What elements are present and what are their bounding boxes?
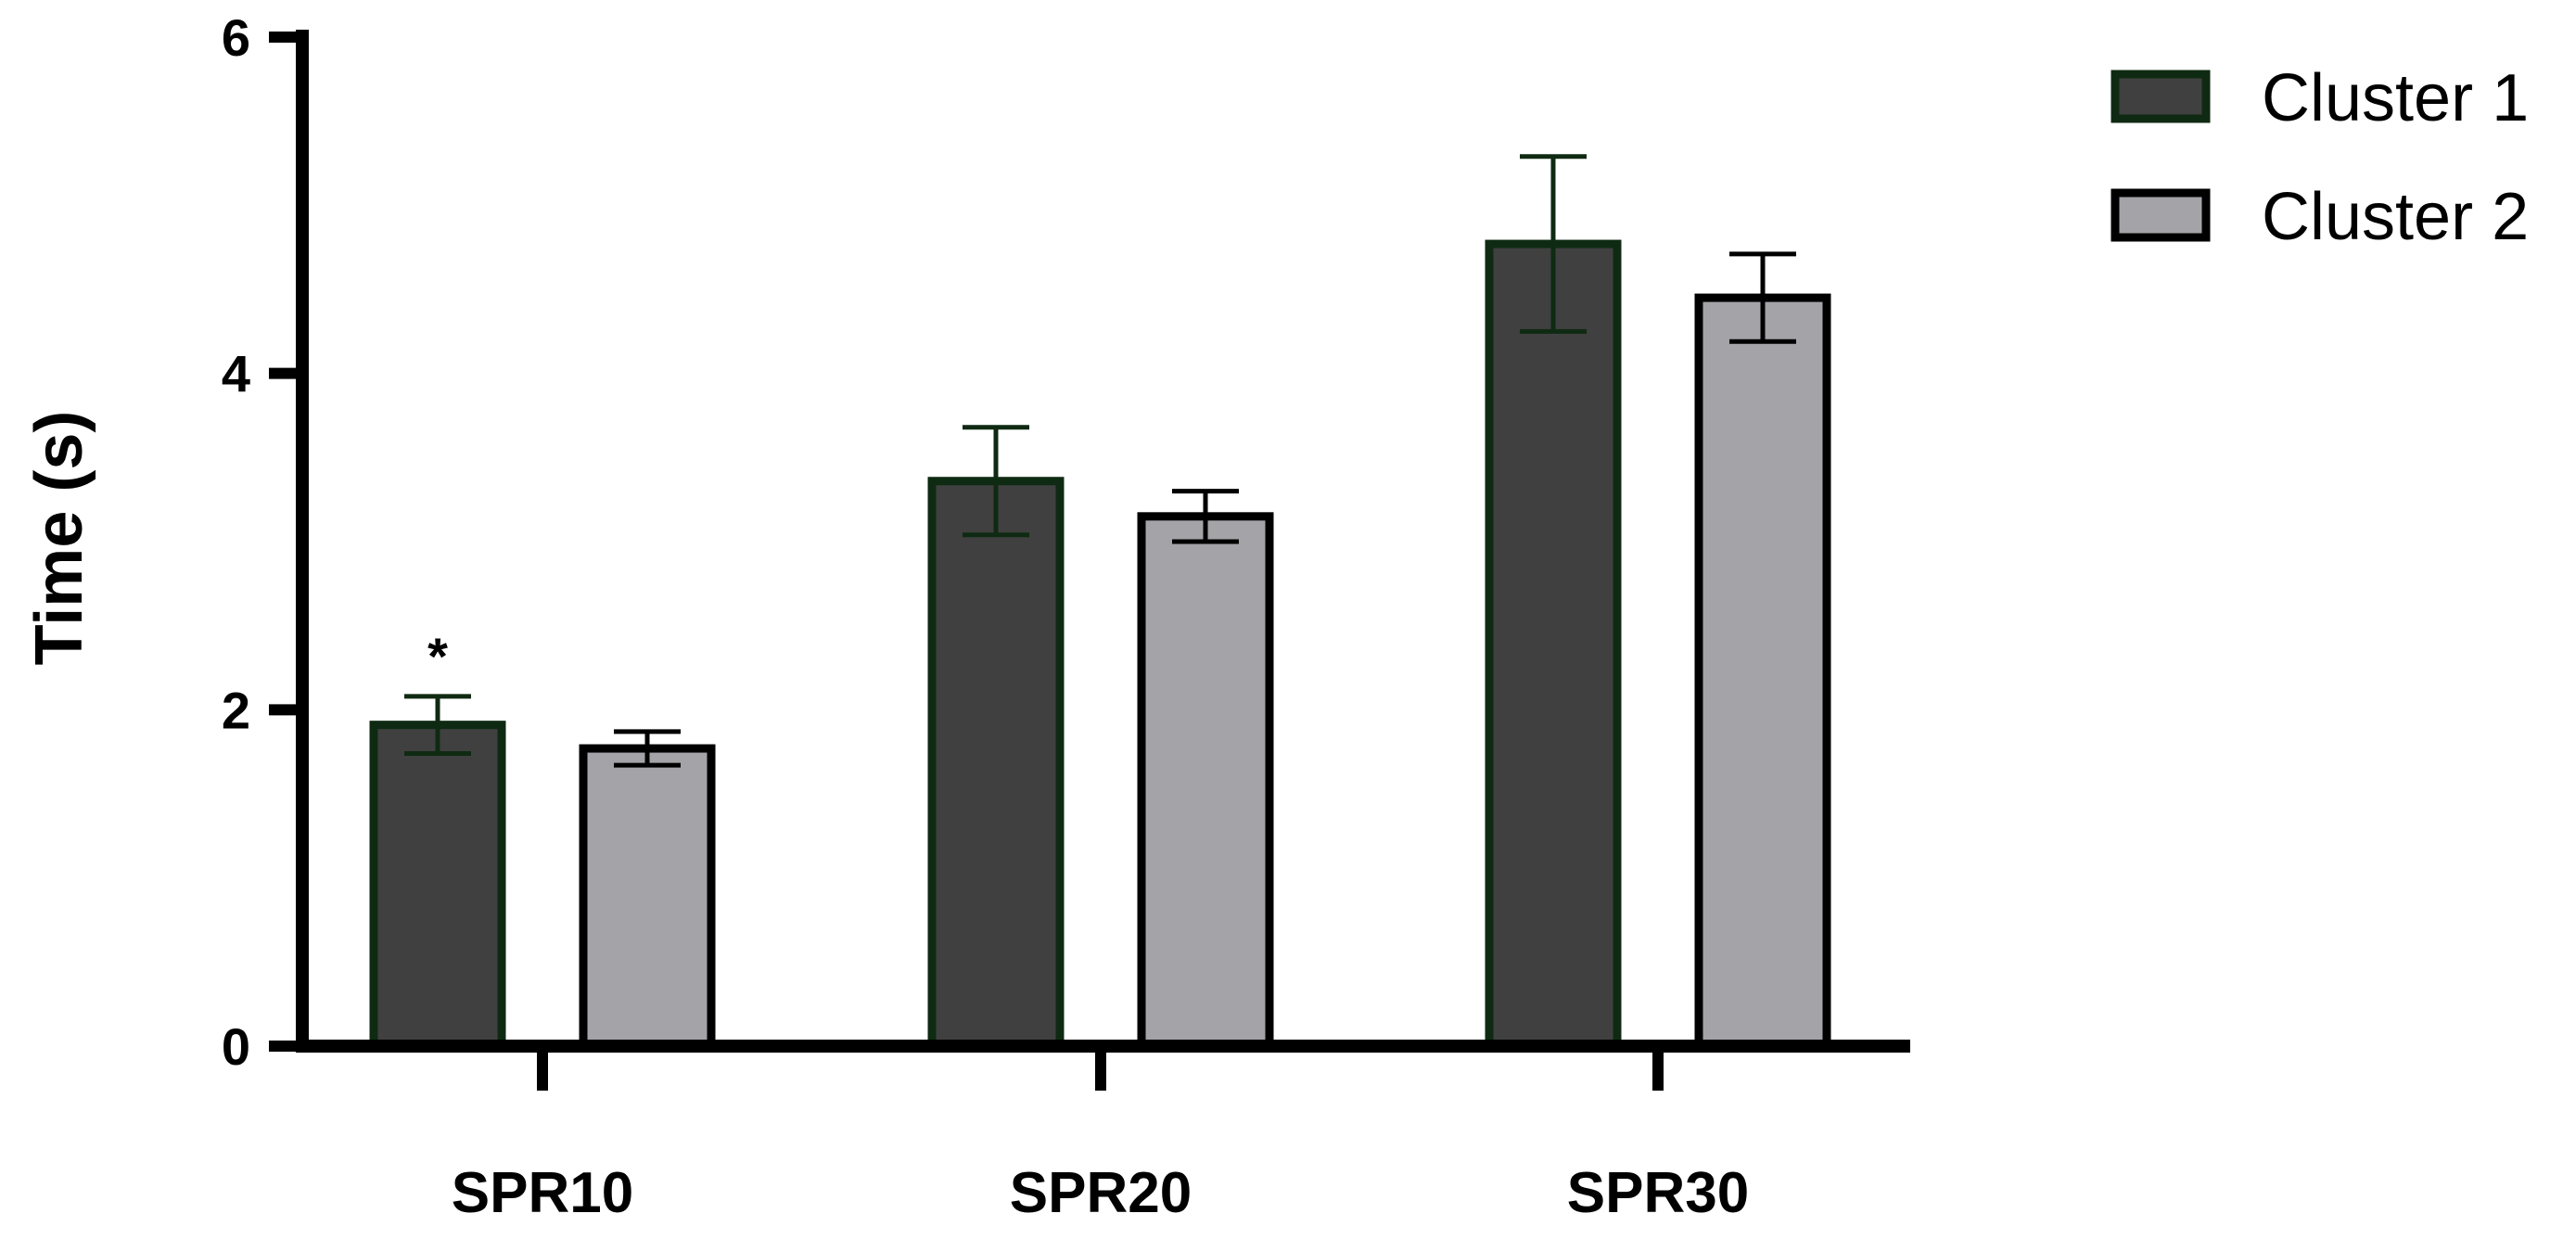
legend-swatch [2111, 70, 2211, 123]
y-tick-label-6: 6 [222, 8, 250, 67]
legend-swatch [2111, 188, 2211, 242]
error-bar-spr30-cluster-1 [1520, 154, 1587, 334]
y-tick-label-4: 4 [222, 345, 250, 403]
x-tick-label-spr20: SPR20 [1010, 1161, 1192, 1225]
error-bars-layer [404, 154, 1796, 768]
bar-spr30-cluster-2 [1694, 293, 1831, 1051]
x-tick-label-spr30: SPR30 [1567, 1161, 1749, 1225]
bar-spr10-cluster-2 [579, 744, 716, 1051]
legend-label: Cluster 2 [2262, 180, 2529, 254]
y-tick-label-0: 0 [222, 1017, 250, 1076]
legend-item-cluster-1: Cluster 1 [2111, 61, 2529, 135]
x-tick-label-spr10: SPR10 [452, 1161, 633, 1225]
error-bar-spr10-cluster-1 [404, 694, 471, 756]
annotations-layer: * [427, 627, 448, 685]
error-bar-spr30-cluster-2 [1729, 251, 1796, 344]
x-ticks-layer: SPR10 SPR20 SPR30 [452, 1046, 1749, 1225]
bars-layer [369, 239, 1831, 1051]
bar-spr30-cluster-1 [1485, 239, 1622, 1051]
bar-spr20-cluster-2 [1137, 512, 1274, 1051]
bar-spr20-cluster-1 [927, 477, 1065, 1051]
legend-label: Cluster 1 [2262, 61, 2529, 135]
y-tick-label-2: 2 [222, 681, 250, 739]
significance-marker: * [427, 627, 448, 685]
error-bar-spr20-cluster-1 [963, 425, 1029, 538]
y-ticks-layer: 0 2 4 6 [222, 8, 302, 1076]
legend-item-cluster-2: Cluster 2 [2111, 180, 2529, 254]
error-bar-spr20-cluster-2 [1172, 489, 1239, 544]
axes-layer [296, 30, 1910, 1053]
bar-spr10-cluster-1 [369, 721, 506, 1051]
legend: Cluster 1 Cluster 2 [2111, 61, 2529, 254]
y-axis-label: Time (s) [22, 411, 96, 666]
error-bar-spr10-cluster-2 [614, 729, 681, 768]
